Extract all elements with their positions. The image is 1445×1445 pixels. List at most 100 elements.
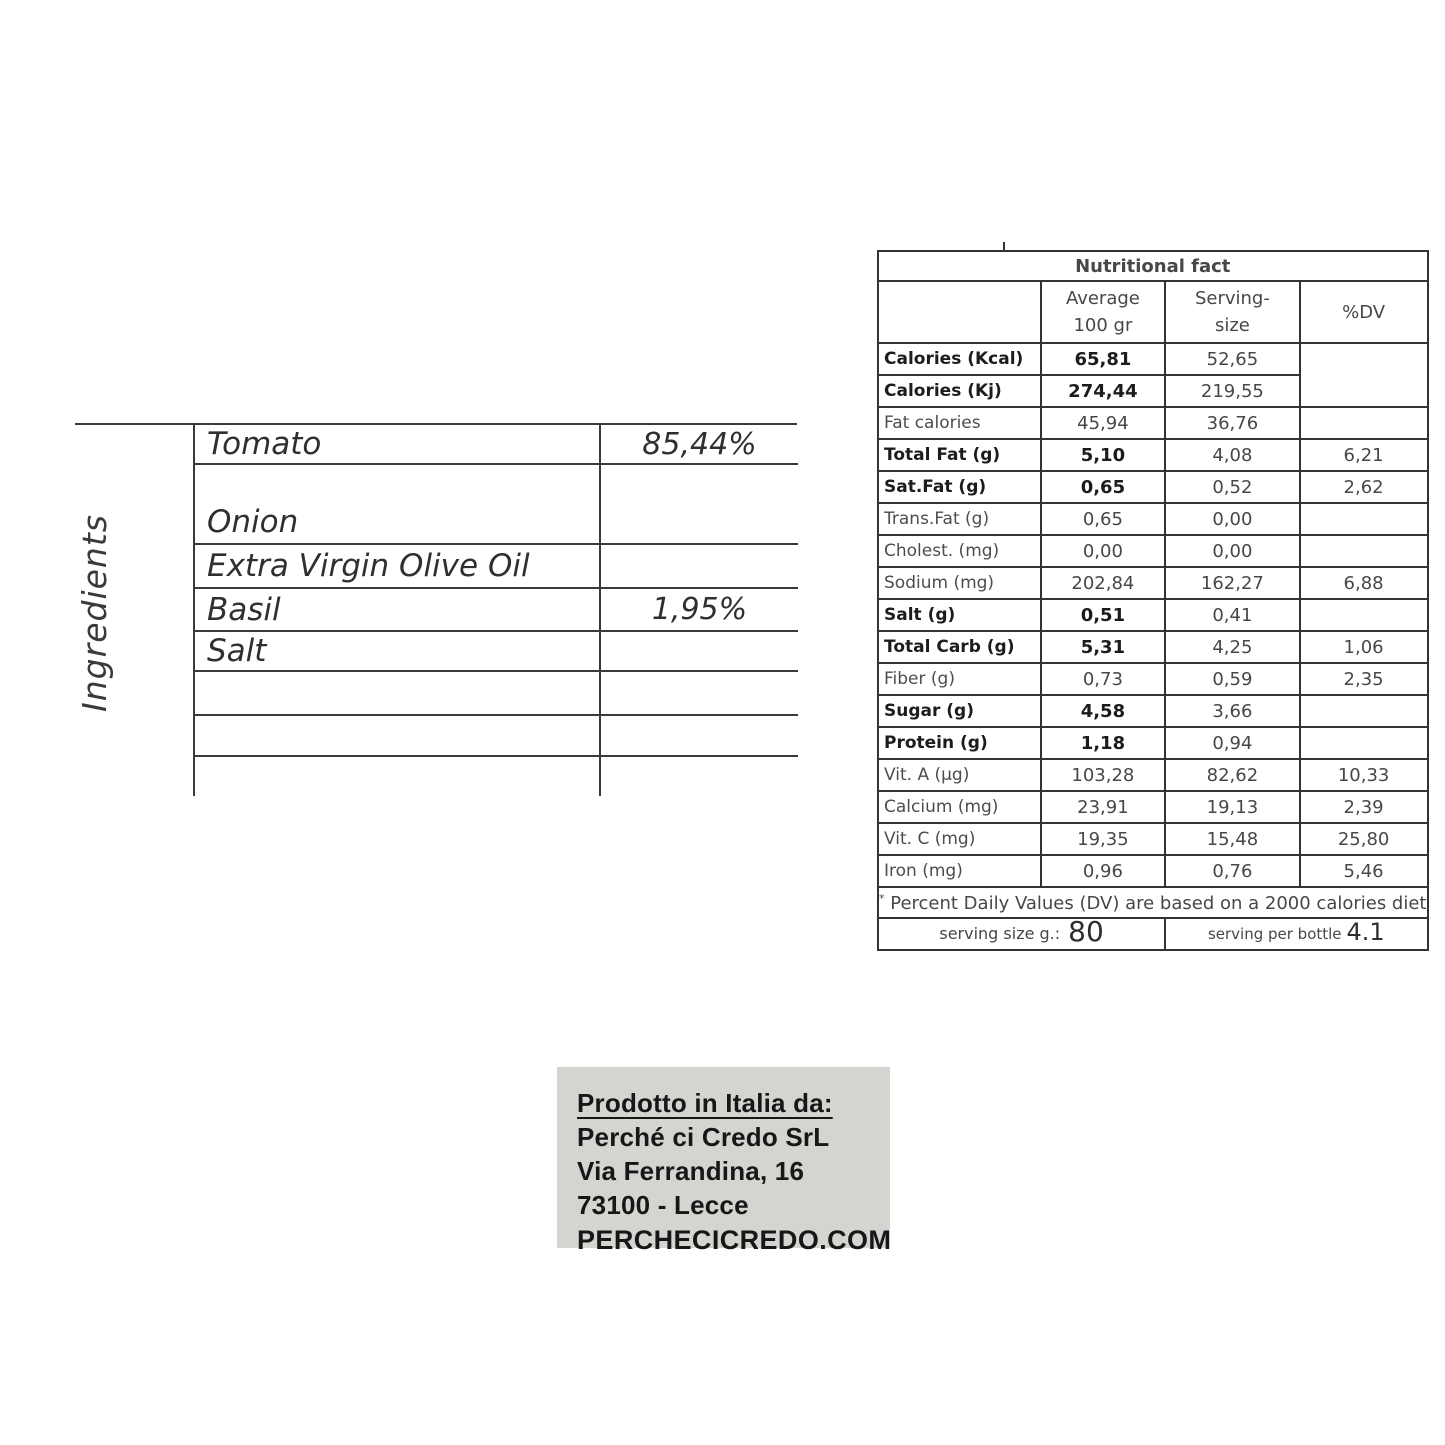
nutrition-facts-table: Nutritional fact Average 100 gr Serving-… <box>876 250 1429 951</box>
nutrition-dv-value <box>1298 502 1429 536</box>
nutrition-serving-value: 82,62 <box>1164 758 1301 792</box>
nutrition-header-serving: Serving- size <box>1164 280 1301 344</box>
nutrition-dv-value: 5,46 <box>1298 854 1429 888</box>
nutrition-serving-value: 0,00 <box>1164 502 1301 536</box>
producer-address-label: Prodotto in Italia da: Perché ci Credo S… <box>557 1067 891 1255</box>
ingredient-row: Onion <box>193 463 798 545</box>
ingredient-percent: 85,44% <box>599 425 798 465</box>
serving-size-cell: serving size g.: 80 <box>876 917 1167 951</box>
ingredient-percent <box>599 670 798 716</box>
nutrition-row-label: Vit. C (mg) <box>877 822 1042 856</box>
nutrition-row: Vit. A (µg) 103,28 82,62 10,33 <box>877 758 1429 792</box>
nutrition-row: Total Carb (g) 5,31 4,25 1,06 <box>877 630 1429 664</box>
nutrition-title: Nutritional fact <box>877 250 1429 282</box>
nutrition-row-label: Cholest. (mg) <box>877 534 1042 568</box>
nutrition-avg-value: 19,35 <box>1039 822 1167 856</box>
nutrition-row-label: Trans.Fat (g) <box>877 502 1042 536</box>
header-serving-line2: size <box>1214 315 1250 336</box>
ingredient-name: Basil <box>193 587 601 632</box>
ingredient-name <box>193 670 601 716</box>
serving-per-bottle-label: serving per bottle <box>1207 925 1342 943</box>
nutrition-row-label: Sodium (mg) <box>877 566 1042 600</box>
ingredients-table: Tomato 85,44% Onion Extra Virgin Olive Oil B… <box>193 425 798 796</box>
nutrition-header-row: Average 100 gr Serving- size %DV <box>877 280 1429 344</box>
nutrition-dv-value <box>1298 694 1429 728</box>
nutrition-avg-value: 23,91 <box>1039 790 1167 824</box>
nutrition-serving-row: serving size g.: 80 serving per bottle 4.1 <box>876 917 1429 951</box>
serving-size-value: 80 <box>1068 918 1104 948</box>
nutrition-serving-value: 0,76 <box>1164 854 1301 888</box>
nutrition-dv-value <box>1298 342 1429 408</box>
ingredient-row: Salt <box>193 630 798 672</box>
footnote-text: Percent Daily Values (DV) are based on a… <box>890 892 1427 914</box>
ingredient-percent: 1,95% <box>599 587 798 632</box>
nutrition-serving-value: 0,94 <box>1164 726 1301 760</box>
nutrition-serving-value: 4,25 <box>1164 630 1301 664</box>
nutrition-serving-value: 0,59 <box>1164 662 1301 696</box>
nutrition-avg-value: 0,65 <box>1039 502 1167 536</box>
nutrition-row-label: Sugar (g) <box>877 694 1042 728</box>
nutrition-avg-value: 0,00 <box>1039 534 1167 568</box>
nutrition-row-label: Iron (mg) <box>877 854 1042 888</box>
nutrition-row-label: Calcium (mg) <box>877 790 1042 824</box>
ingredient-percent <box>599 630 798 672</box>
nutrition-header-empty <box>877 280 1042 344</box>
nutrition-avg-value: 0,96 <box>1039 854 1167 888</box>
ingredients-table-top-border <box>75 423 797 425</box>
nutrition-footnote-row: * Percent Daily Values (DV) are based on… <box>877 886 1429 919</box>
nutrition-row: Cholest. (mg) 0,00 0,00 <box>877 534 1429 568</box>
nutrition-serving-value: 19,13 <box>1164 790 1301 824</box>
nutrition-dv-value: 10,33 <box>1298 758 1429 792</box>
nutrition-dv-value: 25,80 <box>1298 822 1429 856</box>
nutrition-dv-value: 6,88 <box>1298 566 1429 600</box>
nutrition-row: Sugar (g) 4,58 3,66 <box>877 694 1429 728</box>
nutrition-row: Iron (mg) 0,96 0,76 5,46 <box>877 854 1429 888</box>
nutrition-row: Calories (Kj) 274,44 219,55 <box>877 374 1428 408</box>
nutrition-dv-value <box>1298 598 1429 632</box>
nutrition-avg-value: 0,65 <box>1039 470 1167 504</box>
nutrition-serving-value: 36,76 <box>1164 406 1301 440</box>
nutrition-row-label: Total Fat (g) <box>877 438 1042 472</box>
header-average-line1: Average <box>1065 288 1140 309</box>
nutrition-avg-value: 4,58 <box>1039 694 1167 728</box>
nutrition-avg-value: 65,81 <box>1039 342 1167 376</box>
nutrition-footnote: * Percent Daily Values (DV) are based on… <box>877 886 1429 919</box>
ingredient-percent <box>599 543 798 589</box>
nutrition-row-label: Calories (Kj) <box>877 374 1042 408</box>
nutrition-serving-value: 52,65 <box>1164 342 1301 376</box>
ingredient-row: Basil 1,95% <box>193 587 798 632</box>
ingredient-row <box>193 755 798 796</box>
nutrition-row: Fat calories 45,94 36,76 <box>877 406 1429 440</box>
ingredient-name: Tomato <box>193 425 601 465</box>
nutrition-avg-value: 5,31 <box>1039 630 1167 664</box>
header-serving-line1: Serving- <box>1194 288 1270 309</box>
ingredient-name <box>193 714 601 757</box>
nutrition-row-label: Total Carb (g) <box>877 630 1042 664</box>
ingredient-percent <box>599 714 798 757</box>
nutrition-dv-value: 1,06 <box>1298 630 1429 664</box>
ingredient-name: Onion <box>193 463 601 545</box>
producer-website: PERCHECICREDO.COM <box>577 1225 892 1255</box>
nutrition-row: Vit. C (mg) 19,35 15,48 25,80 <box>877 822 1429 856</box>
nutrition-row: Salt (g) 0,51 0,41 <box>877 598 1429 632</box>
nutrition-dv-value: 2,39 <box>1298 790 1429 824</box>
nutrition-serving-value: 0,41 <box>1164 598 1301 632</box>
nutrition-dv-value <box>1298 534 1429 568</box>
nutrition-dv-value <box>1298 406 1429 440</box>
nutrition-row: Total Fat (g) 5,10 4,08 6,21 <box>877 438 1429 472</box>
nutrition-serving-value: 162,27 <box>1164 566 1301 600</box>
producer-city: 73100 - Lecce <box>577 1190 749 1220</box>
column-divider-stub <box>1003 242 1005 250</box>
nutrition-avg-value: 0,51 <box>1039 598 1167 632</box>
nutrition-serving-value: 3,66 <box>1164 694 1301 728</box>
nutrition-row: Calcium (mg) 23,91 19,13 2,39 <box>877 790 1429 824</box>
footnote-marker: * <box>879 891 885 905</box>
nutrition-row-label: Calories (Kcal) <box>877 342 1042 376</box>
ingredient-percent <box>599 755 798 796</box>
ingredients-section-label: Ingredients <box>75 514 114 712</box>
nutrition-avg-value: 103,28 <box>1039 758 1167 792</box>
nutrition-row: Trans.Fat (g) 0,65 0,00 <box>877 502 1429 536</box>
nutrition-row: Sodium (mg) 202,84 162,27 6,88 <box>877 566 1429 600</box>
nutrition-avg-value: 45,94 <box>1039 406 1167 440</box>
nutrition-serving-value: 15,48 <box>1164 822 1301 856</box>
